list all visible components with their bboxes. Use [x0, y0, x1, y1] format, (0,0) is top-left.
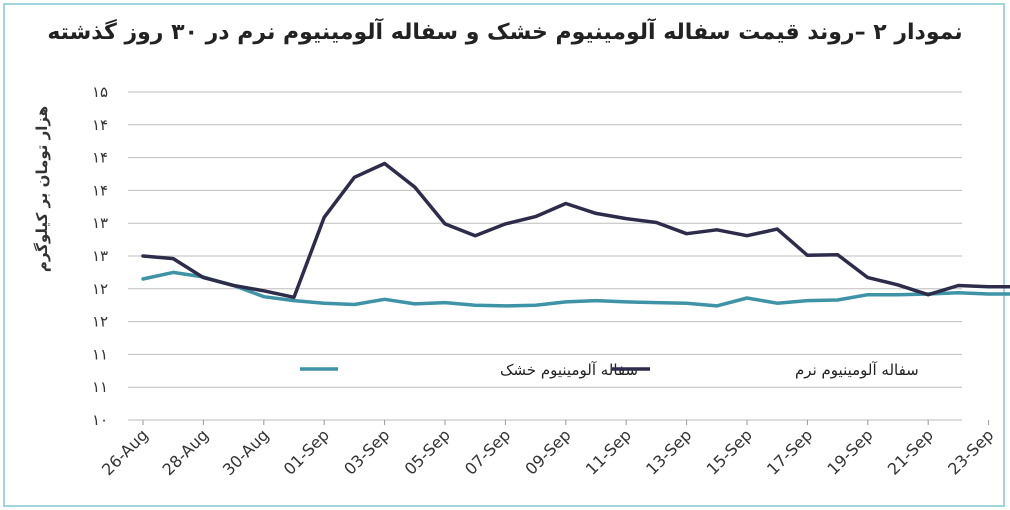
legend-label-2: سفاله آلومینیوم نرم: [795, 361, 919, 379]
x-tick-label: 11-Sep: [582, 425, 635, 478]
x-tick-label: 28-Aug: [158, 425, 212, 479]
x-tick-label: 19-Sep: [823, 425, 876, 478]
legend-label-1: سفاله آلومینیوم خشک: [500, 361, 638, 379]
x-tick-label: 23-Sep: [944, 425, 997, 478]
x-tick-labels: 26-Aug 28-Aug 30-Aug 01-Sep 03-Sep 05-Sep 07-S…: [98, 420, 997, 479]
chart-frame: [3, 3, 1005, 507]
y-tick-label: ۱۳: [92, 214, 108, 232]
y-tick-label: ۱۰: [92, 411, 108, 429]
legend: سفاله آلومینیوم خشک سفاله آلومینیوم نرم: [300, 361, 919, 379]
series-line-2: [141, 161, 1010, 300]
x-tick-label: 17-Sep: [763, 425, 816, 478]
x-tick-label: 15-Sep: [703, 425, 756, 478]
x-tick-label: 03-Sep: [340, 425, 393, 478]
chart-title: نمودار ۲ –روند قیمت سفاله آلومینیوم خشک …: [47, 20, 963, 45]
x-tick-label: 30-Aug: [219, 425, 273, 479]
x-tick-label: 07-Sep: [461, 425, 514, 478]
y-tick-label: ۱۵: [92, 83, 108, 101]
y-tick-labels: ۱۰ ۱۱ ۱۱ ۱۲ ۱۲ ۱۳ ۱۳ ۱۴ ۱۴ ۱۴ ۱۵: [92, 83, 108, 429]
y-tick-label: ۱۱: [92, 345, 108, 363]
y-tick-label: ۱۱: [92, 378, 108, 396]
x-tick-label: 09-Sep: [521, 425, 574, 478]
y-tick-label: ۱۳: [92, 247, 108, 265]
x-tick-label: 01-Sep: [280, 425, 333, 478]
grid-lines: [128, 91, 962, 421]
x-tick-label: 21-Sep: [884, 425, 937, 478]
x-tick-label: 26-Aug: [98, 425, 152, 479]
x-tick-label: 05-Sep: [401, 425, 454, 478]
y-tick-label: ۱۲: [92, 313, 108, 331]
series-line-1: [141, 270, 1010, 308]
y-tick-label: ۱۴: [92, 181, 108, 199]
y-tick-label: ۱۴: [92, 149, 108, 167]
series-lines: [141, 161, 1010, 308]
x-tick-label: 13-Sep: [642, 425, 695, 478]
y-tick-label: ۱۲: [92, 280, 108, 298]
y-tick-label: ۱۴: [92, 116, 108, 134]
